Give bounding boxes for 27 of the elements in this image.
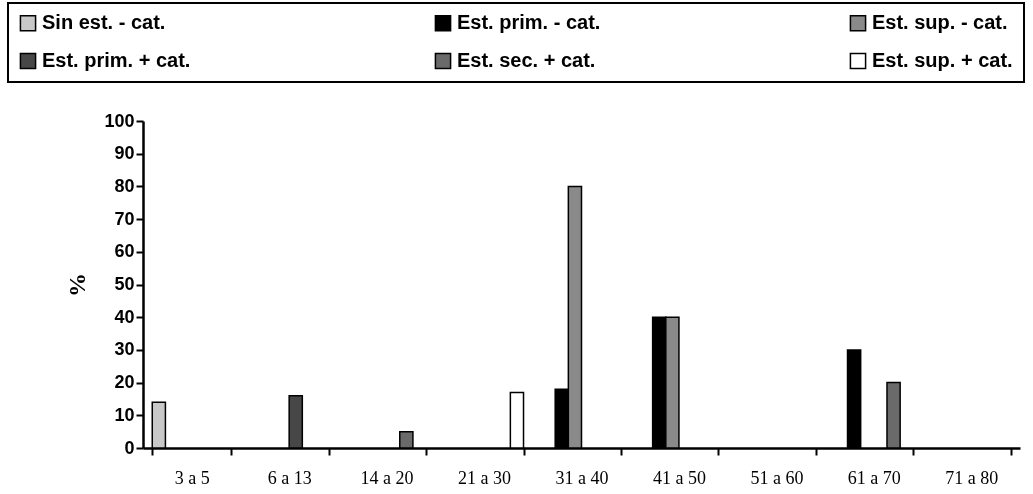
x-tick-label: 61 a 70: [847, 467, 901, 488]
x-tick-label: 21 a 30: [458, 467, 512, 488]
y-tick-label: 90: [114, 143, 135, 164]
y-tick-label: 10: [114, 404, 135, 425]
legend-label: Est. sup. - cat.: [872, 11, 1008, 34]
legend-label: Sin est. - cat.: [42, 11, 166, 34]
x-tick-label: 3 a 5: [174, 467, 210, 488]
y-tick-label: 40: [114, 306, 135, 327]
x-tick-label: 51 a 60: [750, 467, 804, 488]
legend-label: Est. sec. + cat.: [457, 49, 596, 71]
y-tick-label: 70: [114, 208, 135, 229]
legend-label: Est. prim. + cat.: [42, 49, 191, 71]
x-tick-label: 6 a 13: [267, 467, 312, 488]
legend-label: Est. prim. - cat.: [457, 11, 601, 34]
x-tick-label: 41 a 50: [652, 467, 706, 488]
x-tick-label: 71 a 80: [945, 467, 999, 488]
y-tick-label: 30: [114, 339, 135, 360]
y-tick-label: 80: [114, 175, 135, 196]
y-tick-label: 100: [104, 110, 135, 131]
y-tick-label: 50: [114, 274, 135, 294]
x-tick-label: 14 a 20: [360, 467, 414, 488]
y-tick-label: 20: [114, 372, 135, 393]
y-tick-label: 0: [124, 437, 135, 458]
x-tick-label: 31 a 40: [555, 467, 609, 488]
y-tick-label: 60: [114, 241, 135, 262]
legend-label: Est. sup. + cat.: [872, 49, 1013, 71]
y-axis-title: %: [64, 273, 91, 297]
